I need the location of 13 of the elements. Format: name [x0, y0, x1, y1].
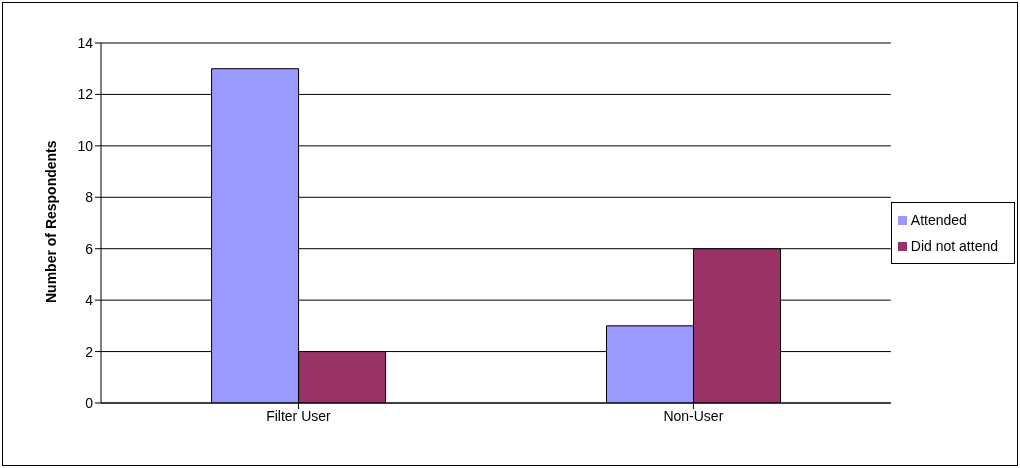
- legend-label: Did not attend: [910, 238, 998, 254]
- x-tick-label: Non-User: [663, 407, 724, 424]
- y-tick-label: 4: [85, 292, 94, 309]
- y-axis-title: Number of Respondents: [42, 140, 59, 303]
- y-tick-label: 0: [85, 394, 94, 411]
- legend-label: Attended: [910, 212, 967, 228]
- y-tick-label: 2: [85, 343, 94, 360]
- y-tick-label: 10: [77, 137, 94, 154]
- y-tick-label: 8: [85, 189, 94, 206]
- y-tick-label: 12: [77, 86, 94, 103]
- y-tick-label: 14: [77, 34, 94, 51]
- x-tick-label: Filter User: [266, 407, 332, 424]
- y-tick-label: 6: [85, 240, 94, 257]
